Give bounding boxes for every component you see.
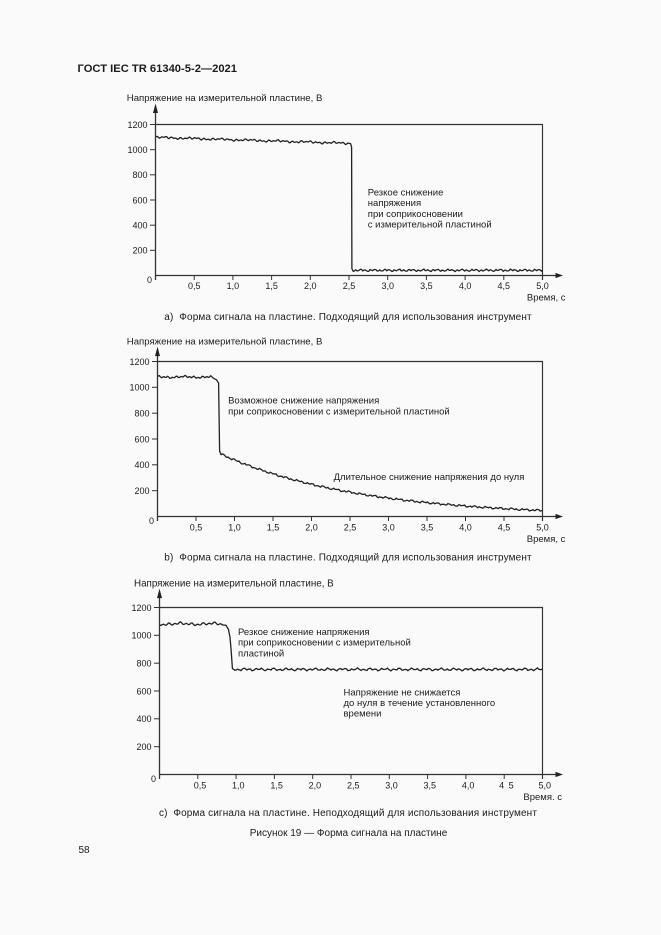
svg-text:Напряжение не снижается: Напряжение не снижается <box>344 688 461 699</box>
svg-text:Резкое снижение напряжения: Резкое снижение напряжения <box>238 627 370 638</box>
svg-text:600: 600 <box>136 686 151 696</box>
svg-text:1,5: 1,5 <box>267 522 280 532</box>
svg-text:3,0: 3,0 <box>382 522 395 532</box>
svg-text:200: 200 <box>136 742 151 752</box>
svg-text:5,0: 5,0 <box>536 281 549 291</box>
svg-text:4,0: 4,0 <box>462 780 475 790</box>
svg-text:4,0: 4,0 <box>459 522 472 532</box>
svg-text:200: 200 <box>134 486 149 496</box>
svg-text:Время. с: Время. с <box>523 792 562 803</box>
svg-text:1200: 1200 <box>131 603 151 613</box>
svg-text:4,5: 4,5 <box>498 522 511 532</box>
svg-text:600: 600 <box>132 195 147 205</box>
svg-text:0,5: 0,5 <box>194 780 207 790</box>
svg-text:1000: 1000 <box>127 145 147 155</box>
svg-text:3,5: 3,5 <box>420 281 433 291</box>
svg-text:600: 600 <box>134 434 149 444</box>
svg-text:400: 400 <box>132 221 147 231</box>
svg-text:0,5: 0,5 <box>188 281 201 291</box>
svg-text:Длительное снижение напряжения: Длительное снижение напряжения до нуля <box>334 472 525 483</box>
svg-text:1,0: 1,0 <box>232 780 245 790</box>
svg-text:Возможное снижение напряжения: Возможное снижение напряжения <box>228 396 379 407</box>
svg-text:3,5: 3,5 <box>421 522 434 532</box>
svg-text:при соприкосновении: при соприкосновении <box>368 209 463 220</box>
svg-text:Напряжение на измерительной пл: Напряжение на измерительной пластине, В <box>127 93 323 104</box>
svg-text:5,0: 5,0 <box>538 780 551 790</box>
svg-text:3,0: 3,0 <box>381 281 394 291</box>
svg-text:800: 800 <box>134 409 149 419</box>
svg-text:4,5: 4,5 <box>498 281 511 291</box>
svg-text:1000: 1000 <box>131 631 151 641</box>
svg-text:0: 0 <box>149 516 154 526</box>
svg-text:Рисунок 19 — Форма сигнала на: Рисунок 19 — Форма сигнала на пластине <box>250 828 448 839</box>
svg-text:с) Форма сигнала на пластине.: с) Форма сигнала на пластине. Неподходящ… <box>159 808 537 819</box>
svg-text:1,5: 1,5 <box>265 281 278 291</box>
svg-text:58: 58 <box>79 845 91 856</box>
svg-text:2,5: 2,5 <box>347 780 360 790</box>
svg-text:времени: времени <box>344 709 382 720</box>
svg-text:1,0: 1,0 <box>227 281 240 291</box>
svg-text:2,0: 2,0 <box>309 780 322 790</box>
svg-text:при соприкосновении с измерите: при соприкосновении с измерительной плас… <box>228 406 450 417</box>
svg-text:4 5: 4 5 <box>499 780 514 790</box>
svg-text:0,5: 0,5 <box>190 522 203 532</box>
svg-text:3,0: 3,0 <box>385 780 398 790</box>
svg-text:Время, с: Время, с <box>527 293 566 304</box>
svg-text:2,5: 2,5 <box>344 522 357 532</box>
svg-text:с измерительной пластиной: с измерительной пластиной <box>368 219 492 230</box>
svg-text:ГОСТ IEC TR 61340-5-2—2021: ГОСТ IEC TR 61340-5-2—2021 <box>78 63 238 75</box>
svg-text:4,0: 4,0 <box>459 281 472 291</box>
svg-text:800: 800 <box>132 170 147 180</box>
svg-text:1000: 1000 <box>129 383 149 393</box>
svg-text:3,5: 3,5 <box>424 780 437 790</box>
svg-text:200: 200 <box>132 246 147 256</box>
svg-text:1,0: 1,0 <box>228 522 241 532</box>
svg-text:напряжения: напряжения <box>368 198 421 209</box>
svg-text:пластиной: пластиной <box>238 648 284 659</box>
svg-text:2,0: 2,0 <box>304 281 317 291</box>
svg-text:b) Форма сигнала на пластине.: b) Форма сигнала на пластине. Подходящий… <box>164 553 532 564</box>
svg-text:1200: 1200 <box>129 357 149 367</box>
svg-text:Резкое снижение: Резкое снижение <box>368 188 444 199</box>
svg-text:1,5: 1,5 <box>270 780 283 790</box>
svg-text:2,5: 2,5 <box>343 281 356 291</box>
svg-text:0: 0 <box>147 275 152 285</box>
svg-text:0: 0 <box>151 774 156 784</box>
svg-text:800: 800 <box>136 659 151 669</box>
svg-text:а) Форма сигнала на пластине.: а) Форма сигнала на пластине. Подходящий… <box>164 312 532 323</box>
svg-text:Время, с: Время, с <box>527 534 566 545</box>
svg-text:до нуля в течение установленно: до нуля в течение установленного <box>344 698 496 709</box>
svg-text:Напряжение на измерительной пл: Напряжение на измерительной пластине, В <box>134 578 334 589</box>
svg-text:2,0: 2,0 <box>305 522 318 532</box>
svg-text:при соприкосновении с измерите: при соприкосновении с измерительной <box>238 638 411 649</box>
svg-text:Напряжение на измерительной пл: Напряжение на измерительной пластине, В <box>127 336 323 347</box>
svg-text:5,0: 5,0 <box>536 522 549 532</box>
svg-text:1200: 1200 <box>127 120 147 130</box>
svg-text:400: 400 <box>134 460 149 470</box>
svg-text:400: 400 <box>136 714 151 724</box>
